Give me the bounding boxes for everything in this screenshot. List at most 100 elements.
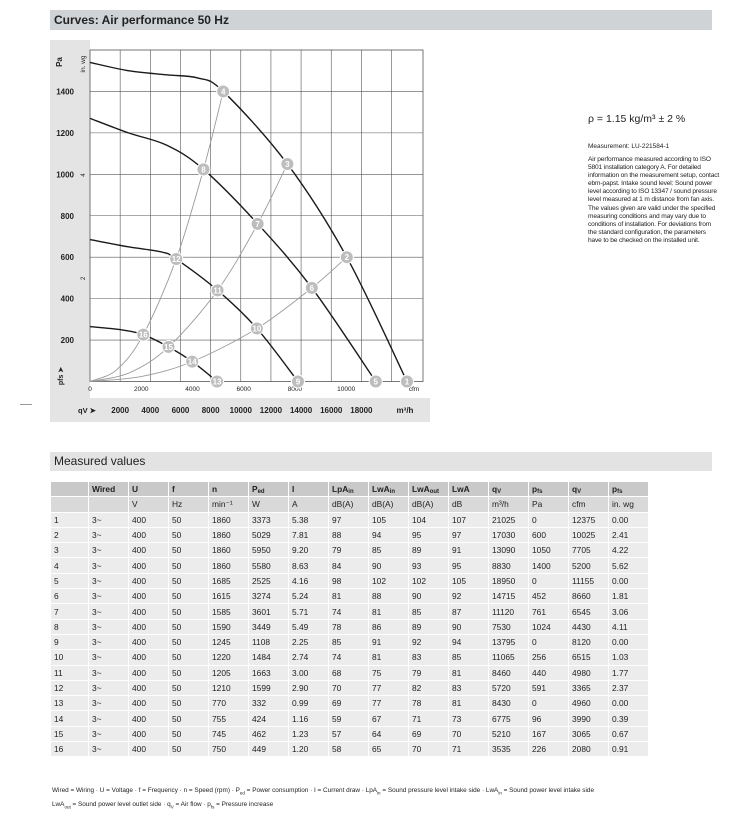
footnote-text: out xyxy=(64,804,71,810)
table-cell: 6515 xyxy=(569,650,608,665)
table-row: 3 3~ 400 50 1860 5950 9.20 79 85 89 91 13090 1050 770… xyxy=(51,543,648,558)
column-header-label: LwA xyxy=(452,484,470,495)
operating-point-marker: 10 xyxy=(249,321,264,336)
x2-tick-label: 6000 xyxy=(172,406,190,415)
column-header: LwAout xyxy=(409,482,448,497)
table-cell: 2 xyxy=(51,527,88,543)
table-cell: 77 xyxy=(369,680,408,696)
table-cell: 50 xyxy=(169,665,208,680)
table-cell: 21025 xyxy=(489,512,528,527)
operating-point-circle xyxy=(304,280,319,295)
footnote-text: fs xyxy=(210,804,215,810)
table-cell: 4980 xyxy=(569,665,608,680)
column-header: qV xyxy=(569,482,608,497)
table-cell: 1.03 xyxy=(609,650,648,665)
table-cell: 13795 xyxy=(489,634,528,650)
operating-point-marker: 15 xyxy=(161,339,176,354)
table-cell: 90 xyxy=(449,619,488,634)
table-cell: 3535 xyxy=(489,742,528,757)
column-header-label: U xyxy=(132,484,139,495)
table-cell: 600 xyxy=(529,527,568,543)
divider xyxy=(20,404,32,405)
table-cell: 83 xyxy=(449,680,488,696)
table-cell: 1050 xyxy=(529,543,568,558)
footnote-text: ed xyxy=(239,790,245,796)
x-tick-label: 2000 xyxy=(134,386,149,393)
operating-point-label: 11 xyxy=(213,286,222,295)
table-cell: 7705 xyxy=(569,543,608,558)
y-tick-label: 200 xyxy=(61,336,75,345)
column-header-label: p xyxy=(612,483,618,494)
table-cell: 3~ xyxy=(89,619,128,634)
table-cell: 90 xyxy=(409,589,448,604)
table-cell: 13 xyxy=(51,696,88,711)
operating-point-marker: 16 xyxy=(136,327,151,342)
operating-point-circle xyxy=(196,162,211,177)
table-cell: 2.74 xyxy=(289,650,328,665)
column-header-label: I xyxy=(292,484,295,495)
table-cell: 77 xyxy=(369,696,408,711)
unit-cell: cfm xyxy=(569,497,608,512)
unit-cell: W xyxy=(249,497,288,512)
operating-point-marker: 11 xyxy=(210,283,225,298)
table-cell: 4.22 xyxy=(609,543,648,558)
column-header-label: LwA xyxy=(372,483,390,494)
table-cell: 400 xyxy=(129,665,168,680)
table-cell: 400 xyxy=(129,512,168,527)
table-cell: 1.16 xyxy=(289,711,328,726)
y-axis-label: Pa xyxy=(55,57,64,67)
table-cell: 8120 xyxy=(569,634,608,650)
table-cell: 400 xyxy=(129,527,168,543)
table-cell: 81 xyxy=(369,650,408,665)
table-cell: 1860 xyxy=(209,527,248,543)
table-cell: 88 xyxy=(329,527,368,543)
unit-cell: Hz xyxy=(169,497,208,512)
column-header: qV xyxy=(489,482,528,497)
table-cell: 64 xyxy=(369,726,408,742)
column-header-subscript: V xyxy=(577,488,582,495)
table-cell: 81 xyxy=(329,589,368,604)
x2-tick-label: 18000 xyxy=(350,406,373,415)
table-cell: 3~ xyxy=(89,573,128,589)
table-cell: 1245 xyxy=(209,634,248,650)
x-tick-label: 4000 xyxy=(185,386,200,393)
operating-point-marker: 1 xyxy=(399,374,414,389)
table-cell: 1205 xyxy=(209,665,248,680)
table-cell: 400 xyxy=(129,558,168,573)
table-cell: 57 xyxy=(329,726,368,742)
column-header-subscript: ed xyxy=(257,488,265,495)
table-cell: 3.00 xyxy=(289,665,328,680)
x-tick-label: 0 xyxy=(88,386,92,393)
air-density-note: ρ = 1.15 kg/m³ ± 2 % xyxy=(588,113,686,125)
measurement-description: Air performance measured according to IS… xyxy=(588,156,720,244)
table-cell: 97 xyxy=(449,527,488,543)
table-cell: 400 xyxy=(129,711,168,726)
table-cell: 71 xyxy=(449,742,488,757)
table-cell: 6545 xyxy=(569,604,608,619)
table-cell: 8.63 xyxy=(289,558,328,573)
unit-cell xyxy=(51,497,88,512)
table-cell: 50 xyxy=(169,680,208,696)
table-cell: 0.91 xyxy=(609,742,648,757)
operating-point-circle xyxy=(339,250,354,265)
operating-point-marker: 13 xyxy=(210,374,225,389)
table-cell: 67 xyxy=(369,711,408,726)
table-cell: 1400 xyxy=(529,558,568,573)
footnote-text: in xyxy=(498,790,502,796)
table-cell: 3~ xyxy=(89,696,128,711)
column-header-subscript: in xyxy=(389,488,396,495)
table-cell: 5950 xyxy=(249,543,288,558)
operating-point-circle xyxy=(185,354,200,369)
table-cell: 1860 xyxy=(209,558,248,573)
table-cell: 11 xyxy=(51,665,88,680)
column-header-subscript: fs xyxy=(537,488,543,495)
x2-tick-label: 4000 xyxy=(141,406,159,415)
table-cell: 1484 xyxy=(249,650,288,665)
table-cell: 96 xyxy=(529,711,568,726)
table-cell: 5029 xyxy=(249,527,288,543)
table-cell: 400 xyxy=(129,543,168,558)
unit-cell: m³/h xyxy=(489,497,528,512)
table-cell: 85 xyxy=(449,650,488,665)
table-cell: 93 xyxy=(409,558,448,573)
